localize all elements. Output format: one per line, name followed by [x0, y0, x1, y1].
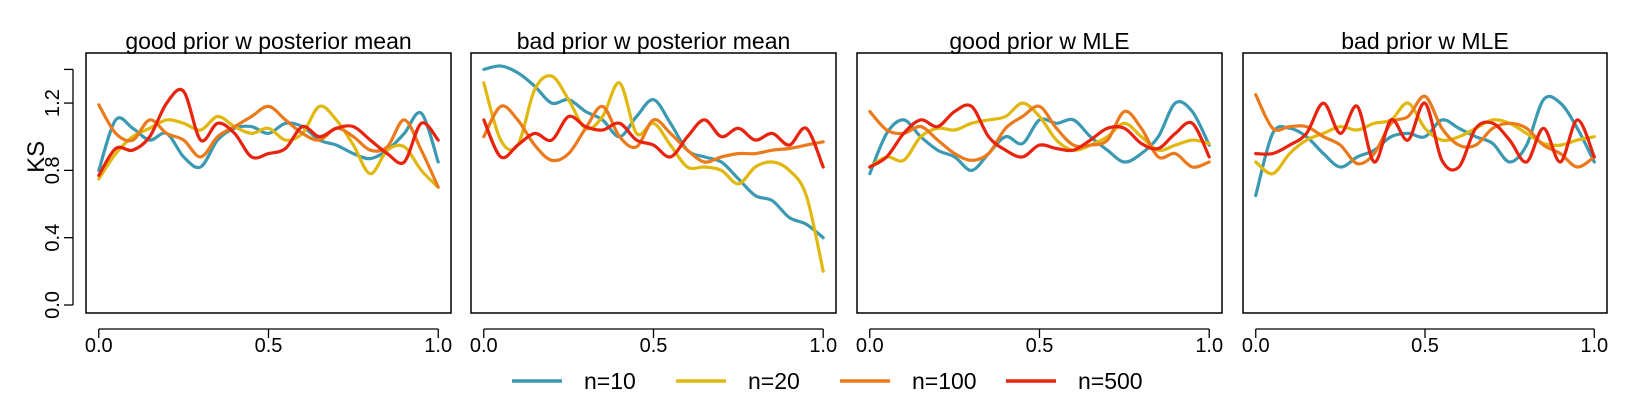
- plot-frame: [1242, 52, 1608, 314]
- panel-title: good prior w posterior mean: [125, 28, 411, 54]
- plot-frame: [470, 52, 837, 314]
- x-tick-label: 0.0: [1242, 335, 1270, 357]
- chart-panel-3: good prior w MLE 0.0 0.5 1.0: [856, 28, 1223, 357]
- legend-item: n=20: [676, 368, 800, 394]
- legend-label: n=10: [584, 368, 636, 394]
- series-line-n-10: [97, 110, 440, 172]
- series-line-n-100: [97, 103, 440, 189]
- x-tick-label: 0.0: [856, 335, 884, 357]
- x-tick-label: 1.0: [809, 335, 837, 357]
- legend-item: n=10: [512, 368, 636, 394]
- series-line-n-100: [482, 104, 825, 164]
- chart-panel-4: bad prior w MLE 0.0 0.5 1.0: [1242, 28, 1608, 357]
- series-line-n-100: [868, 104, 1211, 169]
- x-tick-label: 0.5: [1026, 335, 1054, 357]
- x-tick-label: 0.5: [255, 335, 283, 357]
- y-tick-label: 1.2: [42, 89, 64, 117]
- series-line-n-10: [868, 100, 1211, 176]
- x-tick-label: 0.0: [470, 335, 498, 357]
- x-tick-label: 1.0: [1195, 335, 1223, 357]
- series-line-n-20: [482, 74, 825, 273]
- series-line-n-10: [482, 64, 825, 240]
- legend-item: n=500: [1006, 368, 1143, 394]
- panel-title: bad prior w posterior mean: [517, 28, 791, 54]
- series-line-n-100: [1254, 93, 1596, 169]
- y-tick-label: 0.0: [42, 291, 64, 319]
- legend-item: n=100: [840, 368, 977, 394]
- x-tick-label: 1.0: [424, 335, 452, 357]
- x-tick-label: 0.5: [640, 335, 668, 357]
- legend: n=10 n=20 n=100 n=500: [512, 368, 1143, 394]
- series-line-n-20: [1254, 101, 1596, 176]
- y-tick-label: 0.4: [42, 224, 64, 252]
- series-line-n-500: [97, 87, 440, 177]
- legend-label: n=100: [912, 368, 977, 394]
- series-line-n-500: [1254, 101, 1596, 172]
- legend-label: n=500: [1078, 368, 1143, 394]
- series-line-n-500: [482, 114, 825, 169]
- y-tick-label: 0.8: [42, 156, 64, 184]
- series-line-n-500: [868, 103, 1211, 169]
- y-axis-label: KS: [23, 141, 50, 173]
- x-tick-label: 0.0: [85, 335, 113, 357]
- chart-panels: good prior w posterior mean 0.0 0.5 1.0 0.0 0…: [23, 28, 1608, 357]
- legend-label: n=20: [748, 368, 800, 394]
- x-tick-label: 0.5: [1411, 335, 1439, 357]
- chart-panel-2: bad prior w posterior mean 0.0 0.5 1.0: [470, 28, 837, 357]
- panel-title: good prior w MLE: [949, 28, 1129, 54]
- panel-title: bad prior w MLE: [1341, 28, 1508, 54]
- plot-frame: [85, 52, 452, 314]
- x-tick-label: 1.0: [1580, 335, 1608, 357]
- plot-frame: [856, 52, 1223, 314]
- chart-panel-1: good prior w posterior mean 0.0 0.5 1.0 0.0 0…: [23, 28, 452, 357]
